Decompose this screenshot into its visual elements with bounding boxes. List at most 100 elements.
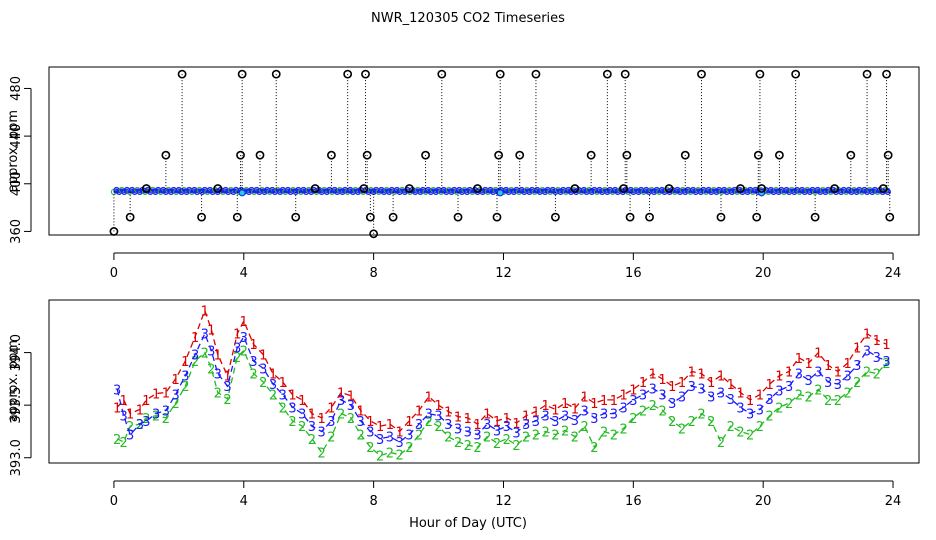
series-2-point: 2 bbox=[201, 347, 209, 362]
series-3-point: 3 bbox=[834, 378, 842, 393]
spike-point bbox=[775, 150, 784, 160]
series-3-point: 3 bbox=[727, 393, 735, 408]
spike-point bbox=[680, 150, 690, 160]
series-1-point: 1 bbox=[610, 394, 618, 409]
series-2-point: 2 bbox=[298, 420, 306, 435]
series-2-point: 2 bbox=[785, 397, 793, 412]
series-1-point: 1 bbox=[532, 405, 540, 420]
series-3-point: 3 bbox=[249, 355, 257, 370]
series-2-point: 2 bbox=[863, 366, 871, 381]
series-1-point: 1 bbox=[746, 394, 754, 409]
series-2-point: 2 bbox=[580, 420, 588, 435]
series-2-point: 2 bbox=[249, 368, 257, 383]
series-3-point: 3 bbox=[473, 429, 481, 444]
series-2-point: 2 bbox=[366, 441, 374, 456]
spike-point bbox=[177, 69, 187, 79]
spike-point bbox=[716, 212, 726, 222]
series-3-point: 3 bbox=[863, 344, 871, 359]
series-1-point: 1 bbox=[233, 328, 241, 343]
series-2-point: 2 bbox=[649, 399, 657, 414]
series-3-point: 3 bbox=[337, 394, 345, 409]
spike-point bbox=[736, 184, 745, 193]
series-2-point: 2 bbox=[464, 439, 472, 454]
series-3-point: 3 bbox=[619, 401, 627, 416]
series-1-point: 1 bbox=[561, 397, 569, 412]
series-3-point: 3 bbox=[318, 425, 326, 440]
spike-point bbox=[404, 184, 414, 193]
series-1-point: 1 bbox=[201, 305, 209, 320]
series-3-point: 3 bbox=[376, 433, 384, 448]
series-1-point: 1 bbox=[580, 391, 588, 406]
series-3-point: 3 bbox=[542, 410, 550, 425]
bottom-x-axis: 0 4 8 12 16 20 24 bbox=[110, 480, 901, 509]
series-2-point: 2 bbox=[223, 393, 231, 408]
series-1-point: 1 bbox=[425, 391, 433, 406]
top-x-tick-label: 0 bbox=[110, 266, 118, 281]
spike-point bbox=[362, 150, 372, 160]
series-3-point: 3 bbox=[126, 429, 134, 444]
series-2-point: 2 bbox=[434, 420, 442, 435]
series-3-point: 3 bbox=[707, 391, 715, 406]
series-2-point: 2 bbox=[697, 408, 705, 423]
spike-point bbox=[232, 212, 242, 222]
series-2-point: 2 bbox=[707, 415, 715, 430]
spike-point bbox=[421, 150, 430, 160]
series-3-point: 3 bbox=[240, 331, 248, 346]
series-3-point: 3 bbox=[405, 429, 413, 444]
series-1-point: 1 bbox=[318, 412, 326, 427]
bot-x-tick-label: 0 bbox=[110, 494, 118, 509]
series-2-point: 2 bbox=[688, 415, 696, 430]
series-1-point: 1 bbox=[444, 405, 452, 420]
top-plot-frame bbox=[48, 66, 920, 236]
series-1-point: 1 bbox=[717, 370, 725, 385]
series-1-point: 1 bbox=[804, 357, 812, 372]
series-1-point: 1 bbox=[120, 394, 128, 409]
spike-point bbox=[885, 212, 895, 222]
series-3-point: 3 bbox=[415, 418, 423, 433]
series-2-point: 2 bbox=[824, 394, 832, 409]
top-y-tick-label: 480 bbox=[9, 76, 24, 101]
spike-point bbox=[161, 150, 171, 160]
series-3-point: 3 bbox=[610, 408, 618, 423]
series-2-point: 2 bbox=[795, 389, 803, 404]
series-3-point: 3 bbox=[298, 408, 306, 423]
series-2-point: 2 bbox=[746, 429, 754, 444]
series-3-point: 3 bbox=[649, 382, 657, 397]
series-2-point: 2 bbox=[532, 429, 540, 444]
bot-y-tick-label: 394.0 bbox=[9, 334, 24, 371]
x-axis-label: Hour of Day (UTC) bbox=[409, 516, 527, 531]
bot-y-tick-label: 393.5 bbox=[9, 387, 24, 424]
series-2-point: 2 bbox=[873, 368, 881, 383]
series-1-point: 1 bbox=[207, 323, 215, 338]
series-3-point: 3 bbox=[717, 387, 725, 402]
series-2-point: 2 bbox=[542, 425, 550, 440]
series-1-point: 1 bbox=[658, 373, 666, 388]
series-1-point: 1 bbox=[405, 415, 413, 430]
series-2-point: 2 bbox=[113, 433, 121, 448]
top-y-tick-label: 440 bbox=[9, 124, 24, 149]
series-2-point: 2 bbox=[610, 429, 618, 444]
series-3-point: 3 bbox=[697, 382, 705, 397]
series-3-point: 3 bbox=[766, 393, 774, 408]
baseline-highlight-point bbox=[496, 189, 504, 197]
baseline-highlight-point bbox=[238, 189, 246, 197]
series-3-point: 3 bbox=[162, 404, 170, 419]
series-2-point: 2 bbox=[191, 355, 199, 370]
series-1-point: 1 bbox=[223, 370, 231, 385]
series-1-point: 1 bbox=[327, 401, 335, 416]
series-3-point: 3 bbox=[736, 401, 744, 416]
series-1-point: 1 bbox=[288, 389, 296, 404]
series-3-point: 3 bbox=[532, 415, 540, 430]
series-3-point: 3 bbox=[668, 397, 676, 412]
series-1-point: 1 bbox=[483, 408, 491, 423]
series-3-point: 3 bbox=[522, 418, 530, 433]
spike-point bbox=[125, 212, 135, 222]
series-1-line bbox=[116, 308, 887, 433]
bot-x-tick-label: 20 bbox=[755, 494, 772, 509]
top-x-axis: 0 4 8 12 16 20 24 bbox=[110, 252, 901, 281]
series-1-point: 1 bbox=[171, 373, 179, 388]
series-1-point: 1 bbox=[386, 418, 394, 433]
series-3-point: 3 bbox=[804, 374, 812, 389]
